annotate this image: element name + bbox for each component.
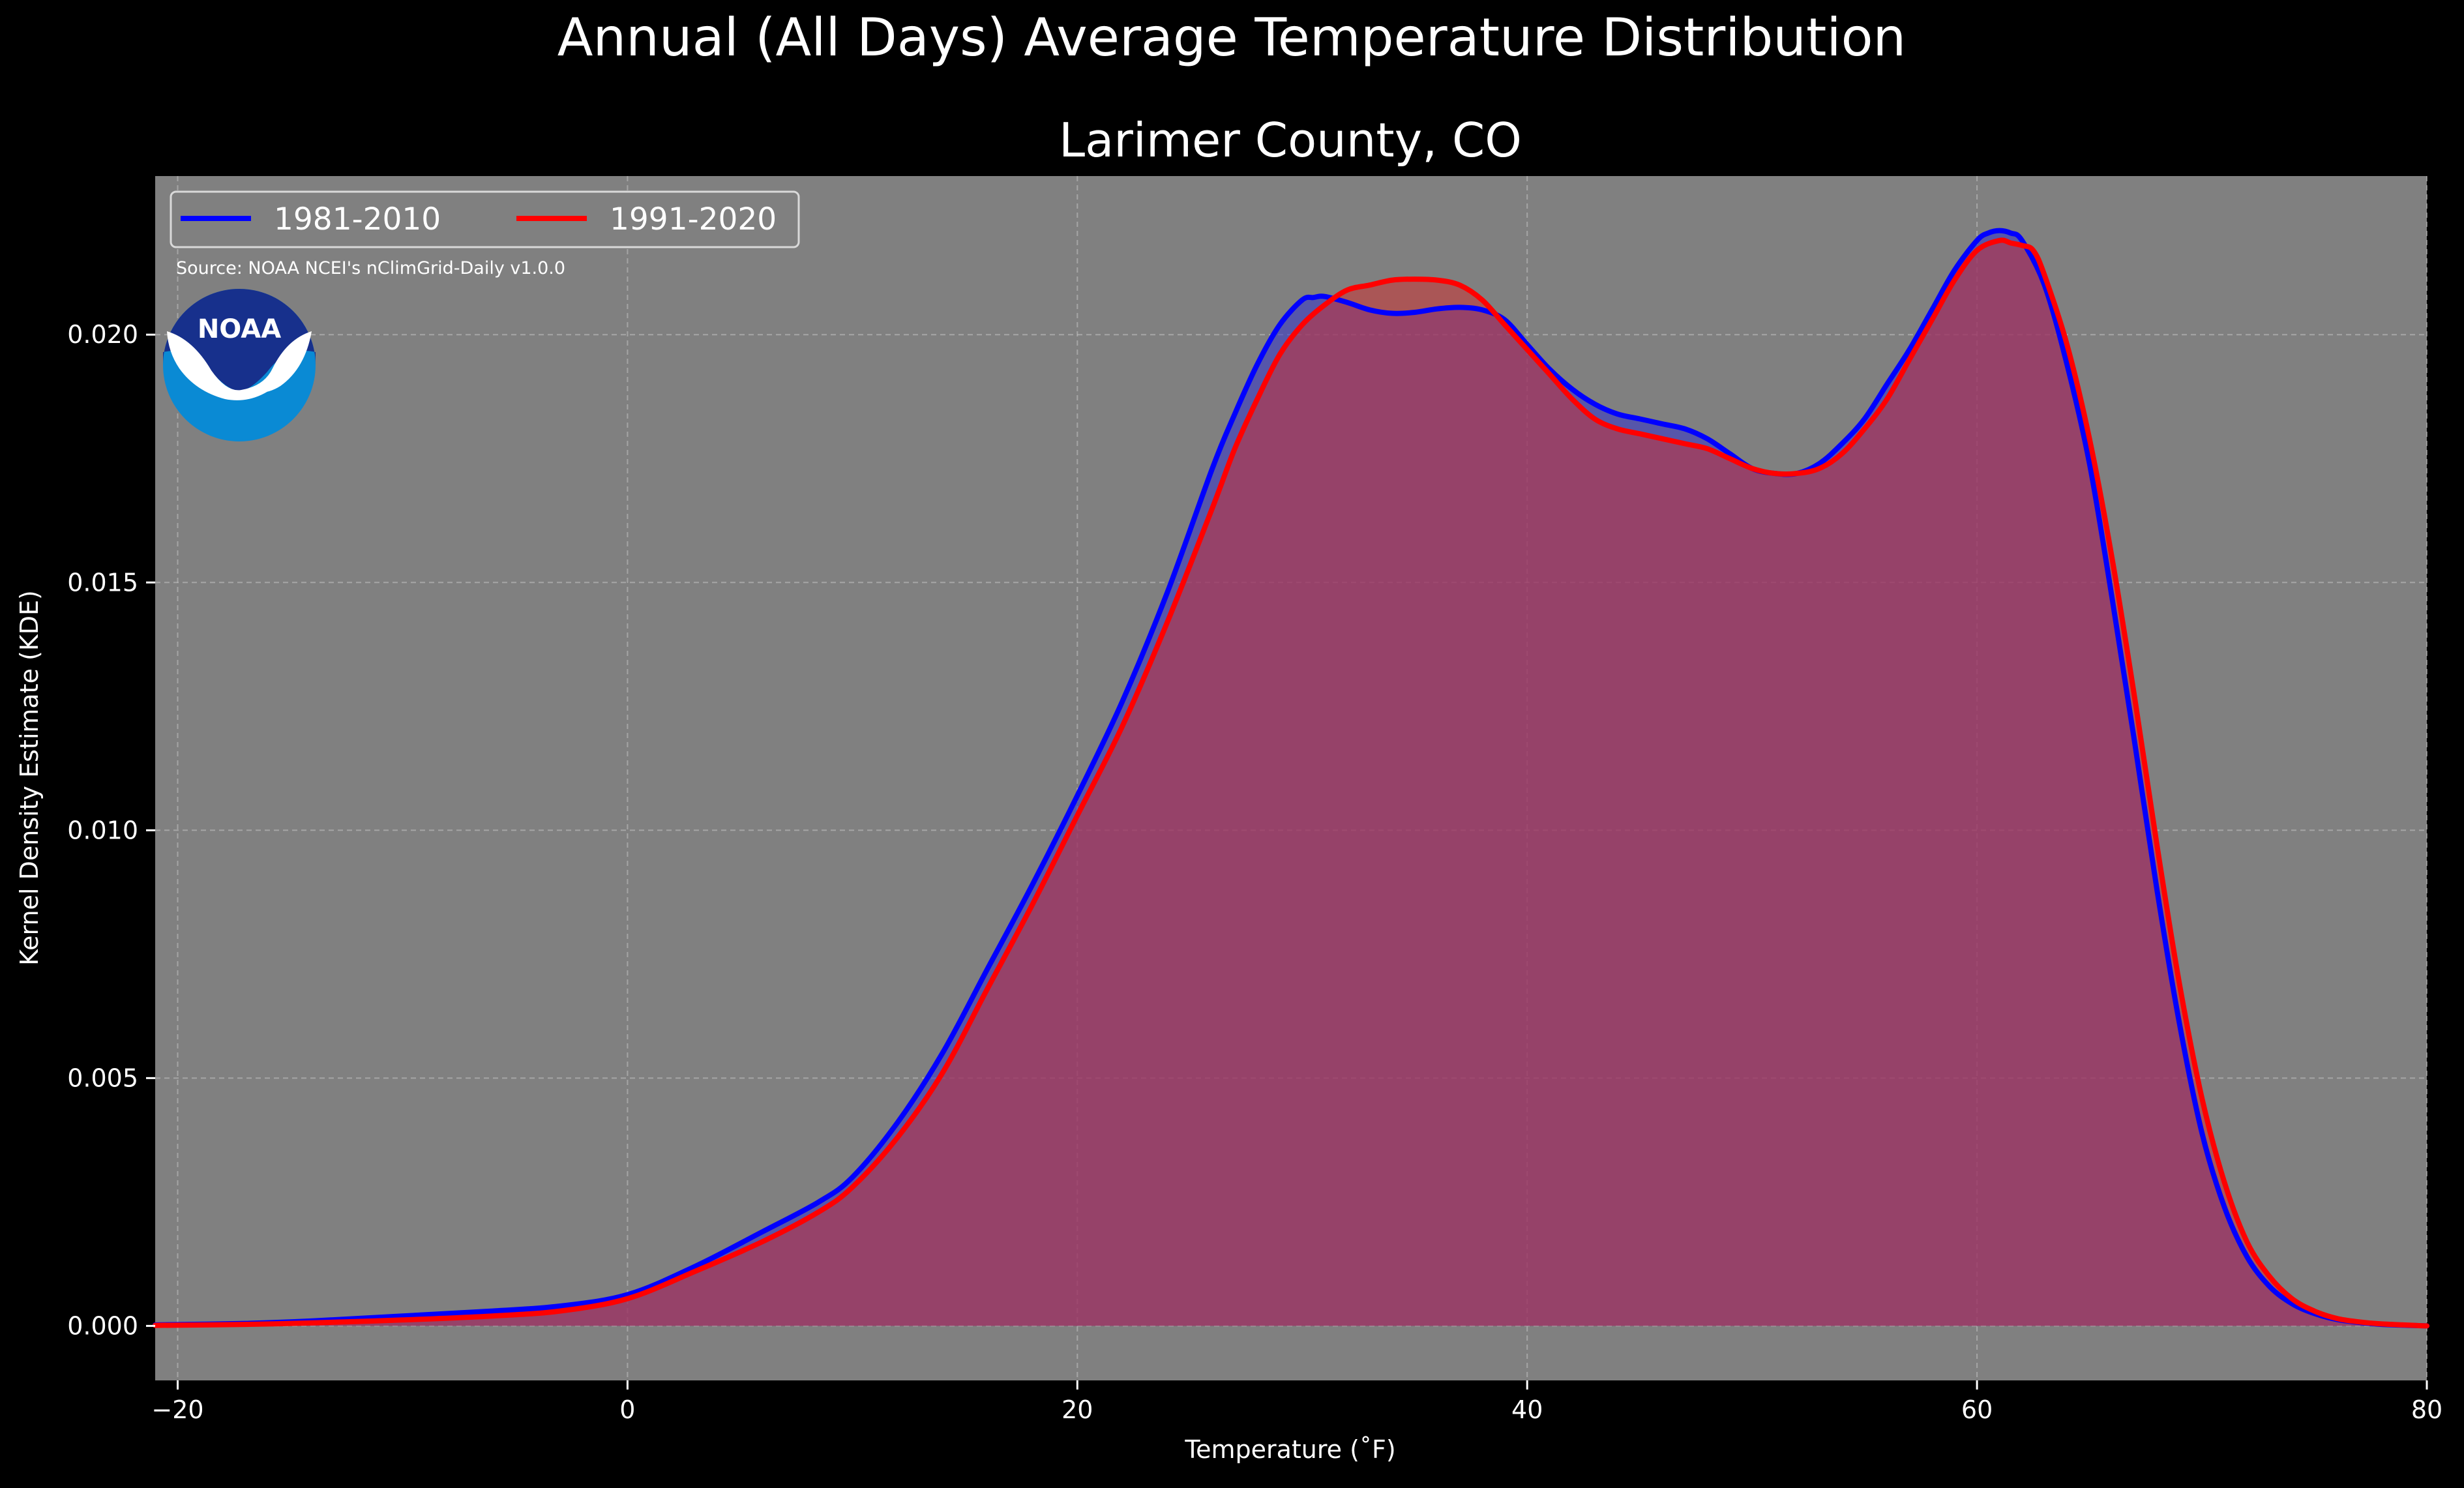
x-tick-label: 40 (1511, 1395, 1543, 1424)
noaa-logo-icon: NOAA (163, 289, 316, 441)
x-tick-label: −20 (151, 1395, 203, 1424)
legend-label-1981-2010: 1981-2010 (274, 201, 441, 237)
y-tick-label: 0.020 (67, 320, 138, 349)
x-tick-label: 60 (1961, 1395, 1993, 1424)
y-tick-layer: 0.000 0.005 0.010 0.015 0.020 (67, 320, 155, 1340)
legend-frame (170, 190, 800, 248)
fill-layer (155, 230, 2427, 1326)
noaa-logo-text: NOAA (198, 314, 281, 344)
series-fill-1991-2020 (155, 240, 2427, 1326)
x-tick-label: 80 (2411, 1395, 2442, 1424)
x-tick-label: 0 (619, 1395, 635, 1424)
legend: 1981-2010 1991-2020 (170, 190, 800, 248)
series-line-1991-2020 (153, 237, 2429, 1329)
series-line-1981-2010 (153, 228, 2429, 1329)
y-tick-label: 0.000 (67, 1311, 138, 1340)
y-tick-label: 0.015 (67, 568, 138, 597)
chart-suptitle: Annual (All Days) Average Temperature Di… (557, 7, 1906, 68)
y-tick-label: 0.010 (67, 816, 138, 844)
chart-title: Larimer County, CO (1059, 113, 1522, 168)
source-annotation: Source: NOAA NCEI's nClimGrid-Daily v1.0… (176, 258, 565, 278)
x-tick-layer: −20 0 20 40 60 80 (151, 1380, 2442, 1424)
x-axis-label: Temperature (˚F) (1184, 1435, 1395, 1464)
y-axis-label: Kernel Density Estimate (KDE) (15, 590, 44, 966)
y-tick-label: 0.005 (67, 1064, 138, 1092)
line-layer (153, 228, 2429, 1329)
legend-label-1991-2020: 1991-2020 (610, 201, 777, 237)
x-tick-label: 20 (1061, 1395, 1093, 1424)
